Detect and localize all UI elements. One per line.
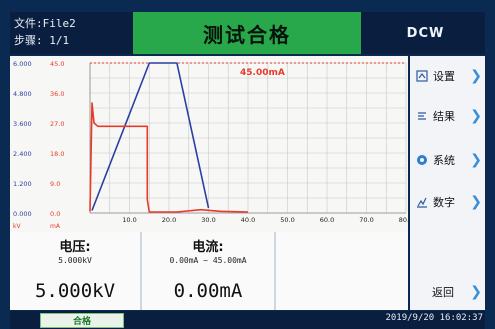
empty-panel: [276, 232, 408, 310]
voltage-title: 电压:: [59, 240, 91, 255]
voltage-series-line: [91, 62, 210, 211]
left-tick-label: 6.000: [13, 60, 32, 68]
x-tick-label: 60.0: [320, 216, 334, 224]
right-tick-label: 9.0: [50, 180, 60, 188]
mode-label: DCW: [406, 25, 445, 41]
step-label: 步骤: 1/1: [14, 34, 70, 47]
series: [89, 62, 406, 213]
menu-item-results[interactable]: 结果 ❯: [410, 102, 485, 130]
left-tick-label: 3.600: [13, 120, 32, 128]
voltage-setting: 5.000kV: [58, 256, 92, 265]
left-tick-label: 0.000: [13, 210, 32, 218]
back-label: 返回: [432, 286, 454, 299]
menu-item-system[interactable]: 系统 ❯: [410, 146, 485, 174]
bottom-bar: [10, 311, 485, 329]
back-button[interactable]: 返回 ❯: [410, 278, 485, 306]
test-chart: 6.000 4.800 3.600 2.400 1.200 0.000 45.0 36.0 27…: [10, 56, 413, 230]
x-tick-label: 10.0: [122, 216, 136, 224]
chart-svg: 6.000 4.800 3.600 2.400 1.200 0.000 45.0 36.0 27…: [13, 60, 413, 230]
chevron-right-icon: ❯: [470, 152, 482, 168]
x-tick-label: 30.0: [201, 216, 215, 224]
side-menu: 设置 ❯ 结果 ❯ 系统 ❯ 数字 ❯ 返回 ❯: [410, 56, 485, 310]
current-readout: 45.00mA: [240, 68, 285, 78]
file-name-label: 文件:File2: [14, 17, 76, 30]
results-icon: [415, 109, 429, 123]
right-unit-label: mA: [50, 223, 61, 230]
left-tick-label: 2.400: [13, 150, 32, 158]
test-status-banner: 测试合格: [133, 12, 361, 54]
menu-label-settings: 设置: [433, 70, 455, 83]
x-tick-label: 40.0: [241, 216, 255, 224]
x-tick-label: 20.0: [162, 216, 176, 224]
current-value: 0.00mA: [173, 280, 243, 302]
voltage-panel: 电压: 5.000kV 5.000kV: [10, 232, 140, 310]
main-area: 6.000 4.800 3.600 2.400 1.200 0.000 45.0 36.0 27…: [10, 56, 413, 310]
menu-item-digital[interactable]: 数字 ❯: [410, 188, 485, 216]
right-tick-label: 27.0: [50, 120, 64, 128]
right-tick-label: 18.0: [50, 150, 64, 158]
menu-label-system: 系统: [433, 154, 455, 167]
readout-panels: 电压: 5.000kV 5.000kV 电流: 0.00mA ~ 45.00mA…: [10, 232, 408, 310]
voltage-value: 5.000kV: [34, 280, 116, 302]
current-panel: 电流: 0.00mA ~ 45.00mA 0.00mA: [142, 232, 274, 310]
right-tick-label: 36.0: [50, 90, 64, 98]
left-unit-label: kV: [13, 223, 21, 230]
pass-badge: 合格: [40, 313, 124, 328]
menu-label-digital: 数字: [433, 196, 455, 209]
chevron-right-icon: ❯: [470, 284, 482, 300]
menu-item-settings[interactable]: 设置 ❯: [410, 62, 485, 90]
digital-icon: [415, 195, 429, 209]
right-tick-label: 0.0: [50, 210, 60, 218]
grid: [89, 62, 407, 214]
chevron-right-icon: ❯: [470, 194, 482, 210]
left-tick-label: 4.800: [13, 90, 32, 98]
x-tick-label: 50.0: [280, 216, 294, 224]
current-setting: 0.00mA ~ 45.00mA: [169, 256, 247, 265]
chevron-right-icon: ❯: [470, 68, 482, 84]
settings-icon: [415, 69, 429, 83]
current-series-line: [89, 102, 249, 213]
x-tick-label: 80.0: [399, 216, 408, 224]
right-tick-label: 45.0: [50, 60, 64, 68]
datetime-label: 2019/9/20 16:02:37: [385, 313, 483, 323]
file-info: 文件:File2 步骤: 1/1: [10, 12, 128, 54]
current-title: 电流:: [192, 240, 224, 255]
left-tick-label: 1.200: [13, 180, 32, 188]
axis-labels: 6.000 4.800 3.600 2.400 1.200 0.000 45.0 36.0 27…: [13, 60, 413, 224]
system-icon: [415, 153, 429, 167]
chevron-right-icon: ❯: [470, 108, 482, 124]
menu-label-results: 结果: [433, 110, 455, 123]
x-tick-label: 70.0: [359, 216, 373, 224]
